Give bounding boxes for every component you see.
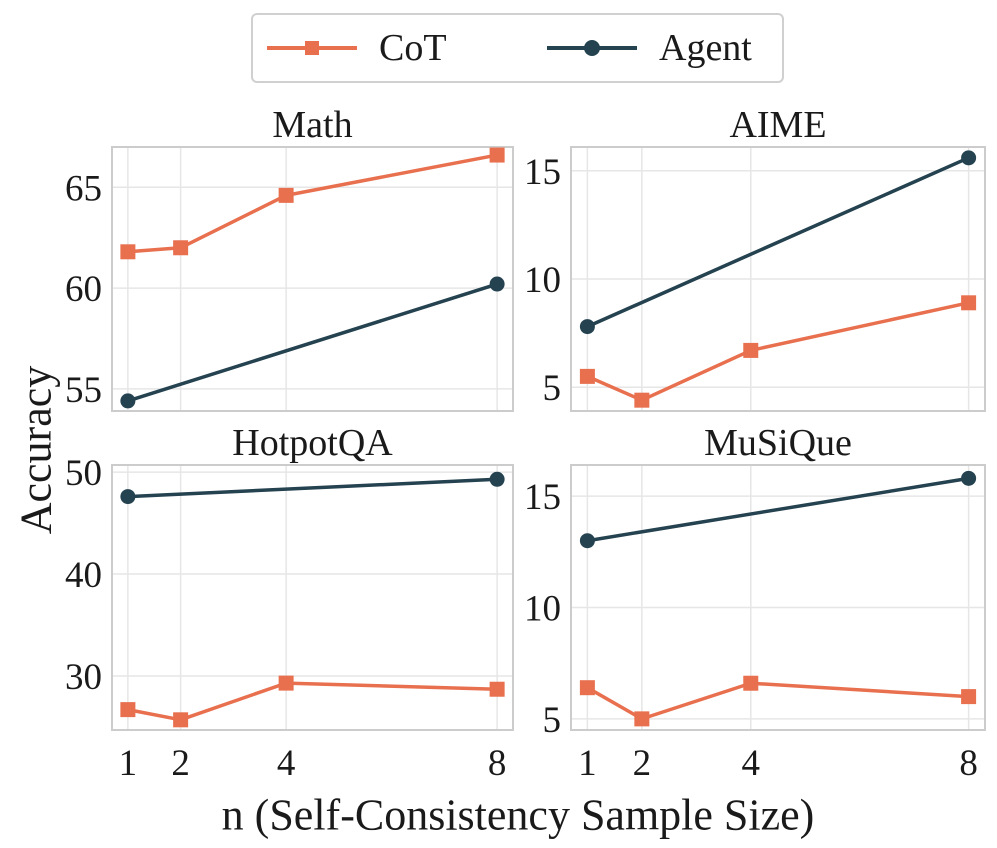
data-point-cot (634, 392, 650, 408)
legend: CoT Agent (251, 13, 784, 83)
data-point-cot (173, 712, 189, 728)
data-point-agent (961, 150, 977, 166)
data-point-cot (961, 689, 977, 705)
series-line-cot (127, 681, 498, 722)
legend-label-cot: CoT (379, 27, 447, 69)
series-line-agent (127, 282, 498, 403)
panel-math: Math 55 60 65 (65, 104, 514, 412)
x-tick-label: 2 (633, 743, 652, 784)
panel-title: HotpotQA (232, 422, 393, 464)
data-point-cot (634, 711, 650, 727)
panel-frame (570, 464, 986, 731)
panel-musique: MuSiQue 5 10 15 1 2 4 8 (524, 422, 986, 784)
panel-title: MuSiQue (704, 422, 852, 464)
y-tick-label: 15 (524, 152, 561, 193)
data-point-agent (120, 393, 136, 409)
x-axis-label: n (Self-Consistency Sample Size) (221, 790, 815, 840)
series-line-agent (586, 156, 970, 329)
data-point-cot (489, 147, 505, 163)
panel-frame (111, 464, 514, 731)
y-tick-label: 55 (65, 370, 102, 411)
data-point-cot (120, 702, 136, 718)
series-line-cot (586, 301, 969, 402)
y-tick-label: 50 (65, 453, 102, 494)
data-point-agent (489, 471, 505, 487)
data-point-cot (278, 187, 294, 203)
y-axis-label: Accuracy (11, 365, 61, 535)
y-tick-label: 10 (524, 589, 561, 630)
data-point-agent (579, 319, 595, 335)
data-point-cot (743, 342, 759, 358)
data-point-cot (961, 295, 977, 311)
data-point-cot (173, 240, 189, 256)
x-tick-label: 8 (959, 743, 978, 784)
series-line-cot (127, 153, 498, 254)
x-tick-label: 4 (277, 743, 296, 784)
y-tick-label: 15 (524, 477, 561, 518)
panel-frame (111, 146, 514, 412)
legend-entry-cot: CoT (267, 15, 447, 81)
x-tick-label: 2 (171, 743, 190, 784)
x-tick-label: 1 (578, 743, 597, 784)
y-tick-label: 60 (65, 269, 102, 310)
data-point-cot (743, 675, 759, 691)
x-tick-label: 8 (488, 743, 507, 784)
panel-title: AIME (729, 104, 826, 146)
panel-hotpotqa: HotpotQA 30 40 50 1 2 4 8 (65, 422, 514, 784)
data-point-cot (489, 681, 505, 697)
y-tick-label: 5 (543, 700, 562, 741)
legend-entry-agent: Agent (547, 15, 752, 81)
y-tick-label: 65 (65, 168, 102, 209)
series-line-agent (587, 476, 969, 543)
series-line-cot (586, 681, 969, 721)
data-point-agent (961, 470, 977, 486)
data-point-cot (120, 244, 136, 260)
panel-frame (570, 146, 986, 412)
data-point-agent (579, 533, 595, 549)
data-point-agent (489, 276, 505, 292)
legend-swatch-agent (547, 40, 637, 56)
y-tick-label: 30 (65, 657, 102, 698)
x-tick-label: 1 (119, 743, 138, 784)
legend-label-agent: Agent (659, 27, 752, 69)
legend-swatch-cot (267, 41, 357, 55)
panel-aime: AIME 5 10 15 (524, 104, 986, 412)
y-tick-label: 40 (65, 555, 102, 596)
series-line-agent (127, 477, 498, 499)
x-tick-label: 4 (742, 743, 761, 784)
data-point-cot (579, 368, 595, 384)
data-point-cot (278, 675, 294, 691)
data-point-cot (579, 680, 595, 696)
data-point-agent (120, 489, 136, 505)
y-tick-label: 5 (543, 368, 562, 409)
panel-title: Math (272, 104, 352, 146)
y-tick-label: 10 (524, 260, 561, 301)
